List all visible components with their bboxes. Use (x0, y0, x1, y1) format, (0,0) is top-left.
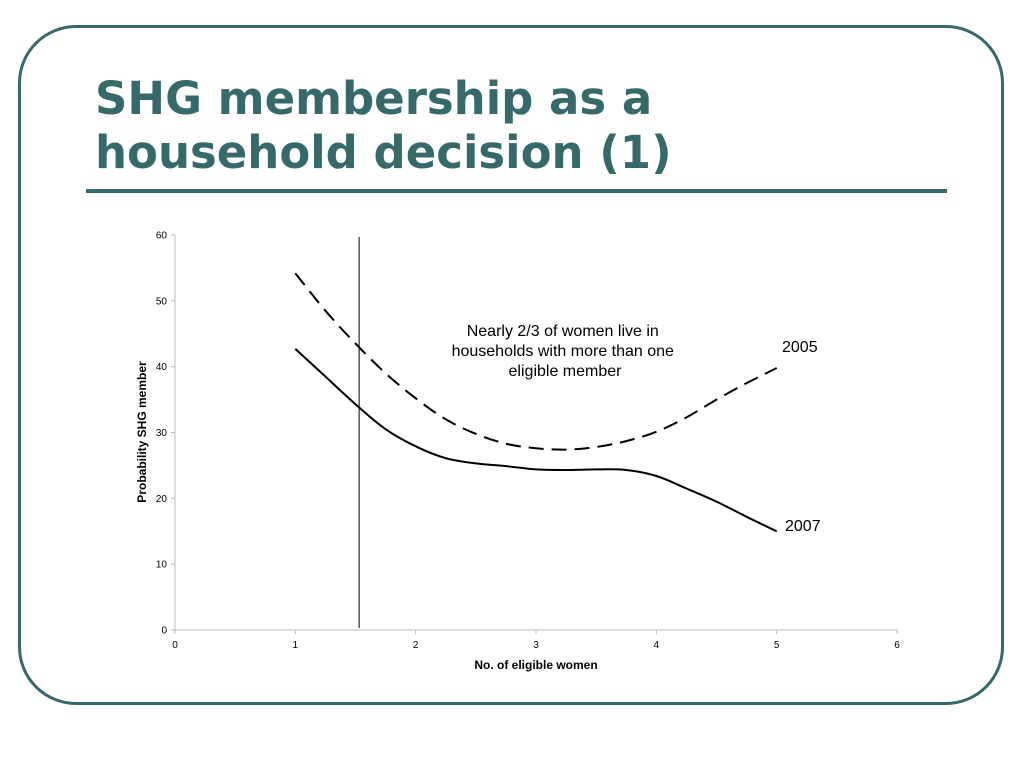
y-tick-label-30: 30 (156, 428, 168, 439)
y-tick-label-10: 10 (156, 560, 168, 571)
series-line-2007 (294, 348, 778, 533)
x-ticks: 0 1 2 3 4 5 6 (172, 630, 900, 651)
series-label-2005: 2005 (782, 339, 818, 356)
x-tick-label-4: 4 (654, 640, 660, 651)
title-underline (86, 189, 947, 193)
y-ticks: 0 10 20 30 40 50 60 (156, 231, 175, 637)
annotation-text: Nearly 2/3 of women live in households w… (452, 323, 679, 380)
y-tick-label-60: 60 (156, 231, 168, 242)
slide-title: SHG membership as a household decision (… (95, 72, 672, 180)
y-axis-label: Probability SHG member (135, 361, 149, 503)
y-tick-label-50: 50 (156, 296, 168, 307)
slide-frame (18, 25, 1004, 705)
y-tick-label-40: 40 (156, 362, 168, 373)
title-line-1: SHG membership as a (95, 72, 653, 125)
title-line-2: household decision (1) (95, 126, 672, 179)
y-tick-label-0: 0 (161, 626, 167, 637)
annotation-line-1: Nearly 2/3 of women live in (467, 323, 659, 340)
x-tick-label-5: 5 (774, 640, 780, 651)
x-tick-label-3: 3 (533, 640, 539, 651)
annotation-line-3: eligible member (509, 363, 623, 380)
series-line-2005 (294, 272, 778, 451)
x-axis-label: No. of eligible women (474, 658, 597, 672)
series-label-2007: 2007 (785, 518, 821, 535)
x-tick-label-2: 2 (413, 640, 419, 651)
annotation-line-2: households with more than one (452, 343, 674, 360)
x-tick-label-1: 1 (293, 640, 299, 651)
x-tick-label-0: 0 (172, 640, 178, 651)
x-tick-label-6: 6 (894, 640, 900, 651)
y-tick-label-20: 20 (156, 494, 168, 505)
